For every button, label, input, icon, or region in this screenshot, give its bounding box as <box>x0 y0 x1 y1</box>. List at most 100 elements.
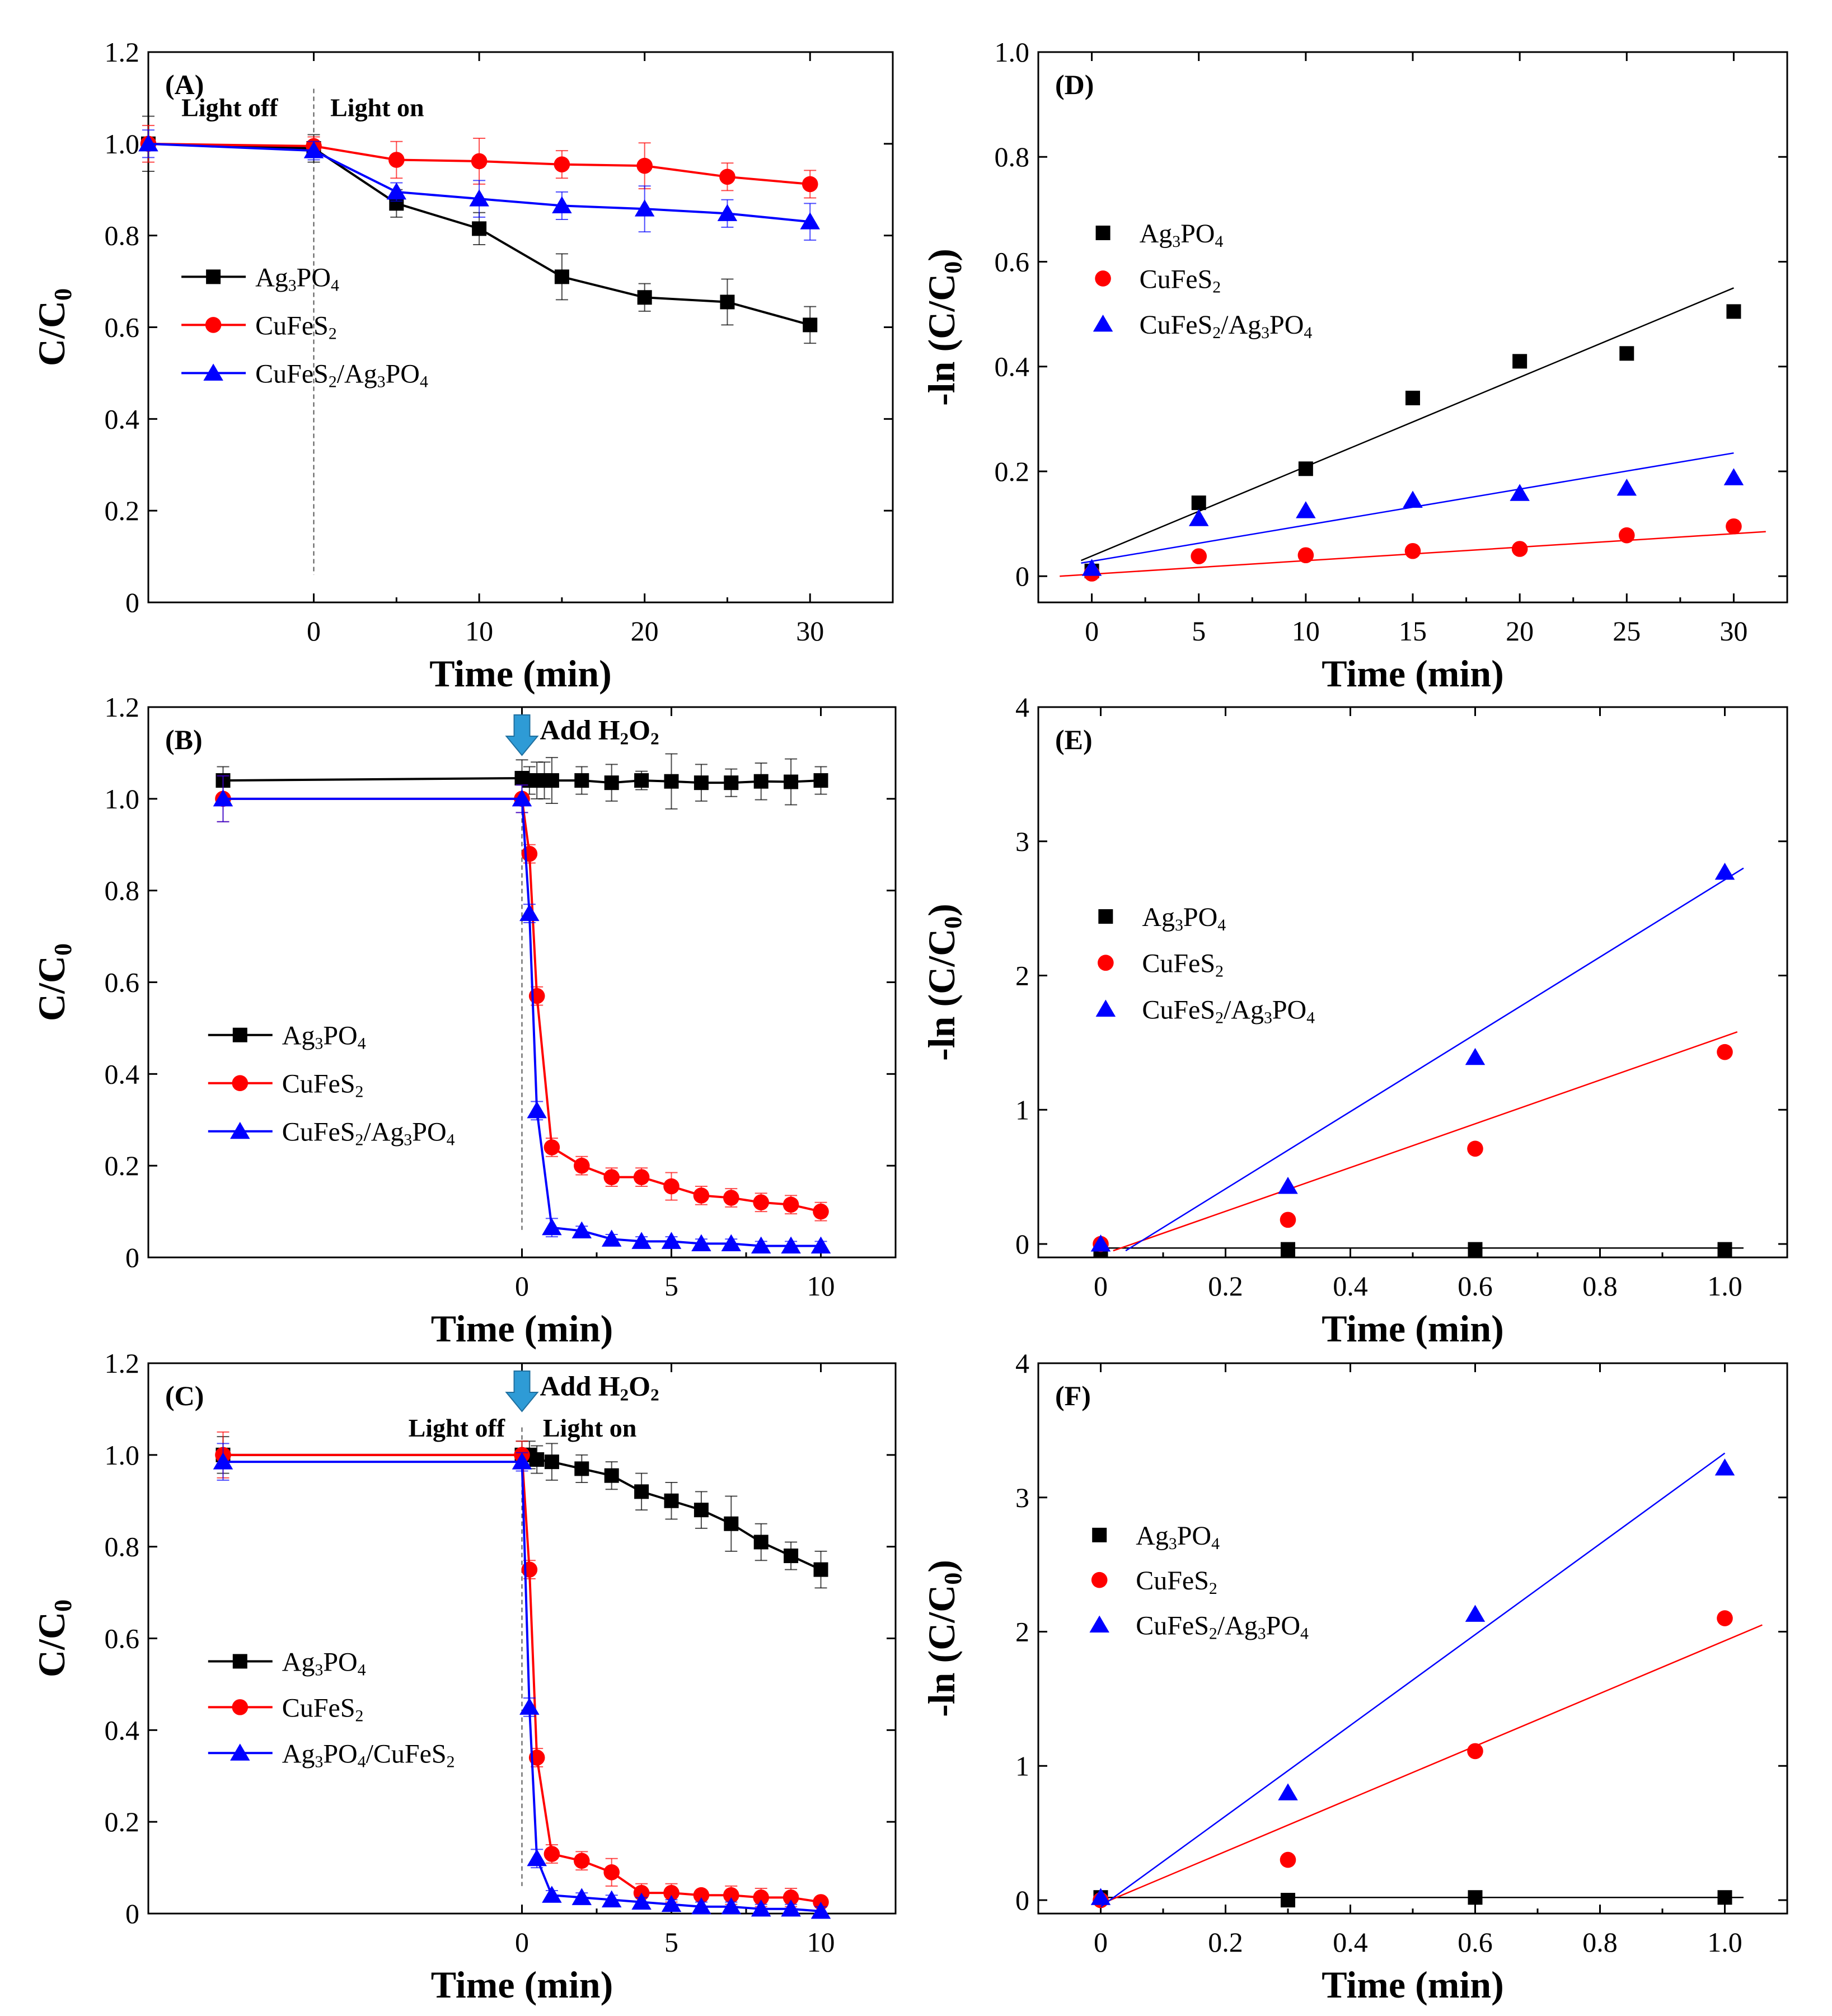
chart-panel-d: 0 5 10 15 20 25 30 0 0.2 0.4 0.6 0.8 1.0 Time (min) -l… <box>920 36 1788 695</box>
chart-panel-b: 0 5 10 0 0.2 0.4 0.6 0.8 1.0 1.2 Time (min) C/C0 (B)… <box>30 691 897 1350</box>
data-point <box>661 1895 682 1912</box>
y-tick-label: 0.4 <box>105 1058 140 1089</box>
data-point <box>571 1888 592 1905</box>
data-point <box>542 1218 562 1236</box>
legend-marker <box>1093 314 1113 332</box>
data-point <box>637 290 652 305</box>
data-point <box>543 1846 560 1862</box>
data-point <box>521 1561 538 1578</box>
data-point <box>663 1178 680 1195</box>
data-point <box>1617 479 1637 496</box>
x-tick-label: 10 <box>807 1926 835 1958</box>
data-point <box>604 775 619 791</box>
data-point <box>723 1887 739 1903</box>
y-tick-label: 1 <box>1015 1750 1029 1781</box>
x-tick-label: 0 <box>1094 1926 1108 1958</box>
data-point <box>519 1697 540 1715</box>
data-point <box>574 773 589 788</box>
data-point <box>544 1454 559 1470</box>
y-tick-label: 0.4 <box>105 403 140 434</box>
data-point <box>512 1452 532 1470</box>
y-tick-label: 0.8 <box>105 220 140 251</box>
data-point <box>813 773 828 788</box>
data-point <box>1717 1610 1733 1626</box>
legend-marker <box>232 1699 249 1715</box>
y-tick-label: 0.6 <box>105 967 140 998</box>
data-point <box>471 153 488 170</box>
panel-tag: (E) <box>1055 724 1093 755</box>
x-tick-label: 0 <box>307 615 321 647</box>
data-point <box>634 773 649 788</box>
data-point <box>543 1139 560 1156</box>
legend-label: Ag3PO4 <box>1136 1521 1220 1553</box>
fit-line <box>1100 1624 1763 1905</box>
data-point <box>571 1221 592 1239</box>
data-point <box>604 1468 619 1483</box>
x-tick-label: 0.6 <box>1458 1926 1493 1958</box>
data-point <box>574 1157 590 1174</box>
data-point <box>663 1884 680 1901</box>
y-tick-label: 0.8 <box>105 1531 140 1563</box>
series-cufes2-ag3po4 <box>138 129 820 241</box>
y-tick-label: 1.0 <box>105 783 140 815</box>
panel-tag: (A) <box>165 69 204 100</box>
data-point <box>723 1190 739 1206</box>
y-tick-label: 0.8 <box>995 141 1030 172</box>
data-point <box>213 789 233 807</box>
data-point <box>1714 1458 1735 1476</box>
x-tick-label: 30 <box>1719 615 1747 647</box>
legend-marker <box>206 269 221 284</box>
y-tick-label: 0 <box>125 1898 139 1929</box>
data-point <box>472 221 487 236</box>
legend-label: CuFeS2 <box>1142 949 1224 981</box>
x-tick-label: 0.6 <box>1458 1270 1493 1302</box>
x-tick-label: 0.2 <box>1208 1926 1243 1958</box>
data-point <box>783 1889 799 1906</box>
data-point <box>552 196 572 213</box>
data-point <box>1404 542 1421 559</box>
data-point <box>1297 547 1314 564</box>
annotation-text: Light off <box>409 1414 505 1442</box>
series-ag3po4-cufes2 <box>213 1443 831 1919</box>
data-point <box>519 904 540 922</box>
data-point <box>386 182 407 200</box>
y-tick-label: 1.0 <box>995 36 1030 68</box>
y-tick-label: 1.2 <box>105 36 140 68</box>
data-point <box>781 1236 801 1254</box>
x-tick-label: 0 <box>1085 615 1099 647</box>
fit-line <box>1081 452 1734 564</box>
y-tick-label: 0 <box>1015 560 1029 592</box>
series-cufes2-ag3po4 <box>1090 863 1744 1252</box>
data-point <box>213 1452 233 1470</box>
data-point <box>1280 1212 1296 1228</box>
data-point <box>664 774 679 789</box>
y-tick-label: 2 <box>1015 1616 1029 1648</box>
data-point <box>603 1864 620 1881</box>
fit-line <box>1100 1452 1726 1908</box>
legend-marker <box>232 1075 249 1092</box>
data-point <box>784 1549 799 1564</box>
data-point <box>1280 1851 1296 1868</box>
data-point <box>753 1889 769 1906</box>
data-point <box>1281 1893 1295 1908</box>
legend-label: CuFeS2/Ag3PO4 <box>1142 995 1315 1027</box>
annotation-text: Light on <box>330 93 424 122</box>
legend-label: CuFeS2 <box>255 311 337 343</box>
data-point <box>1723 468 1744 485</box>
data-point <box>693 1187 710 1204</box>
y-tick-label: 0 <box>1015 1884 1029 1916</box>
data-point <box>721 1234 742 1251</box>
x-tick-label: 15 <box>1399 615 1427 647</box>
y-tick-label: 1.0 <box>105 1439 140 1471</box>
data-point <box>1467 1743 1483 1760</box>
y-tick-label: 3 <box>1015 1482 1029 1513</box>
data-point <box>512 789 532 807</box>
legend-label: Ag3PO4 <box>1140 219 1224 251</box>
series-cufes2 <box>1093 1610 1763 1909</box>
data-point <box>527 1849 547 1867</box>
legend-marker <box>232 1027 247 1042</box>
y-axis-title: -ln (C/C0) <box>920 1560 967 1717</box>
data-point <box>1511 541 1528 557</box>
data-point <box>1405 390 1420 405</box>
data-point <box>554 269 569 284</box>
